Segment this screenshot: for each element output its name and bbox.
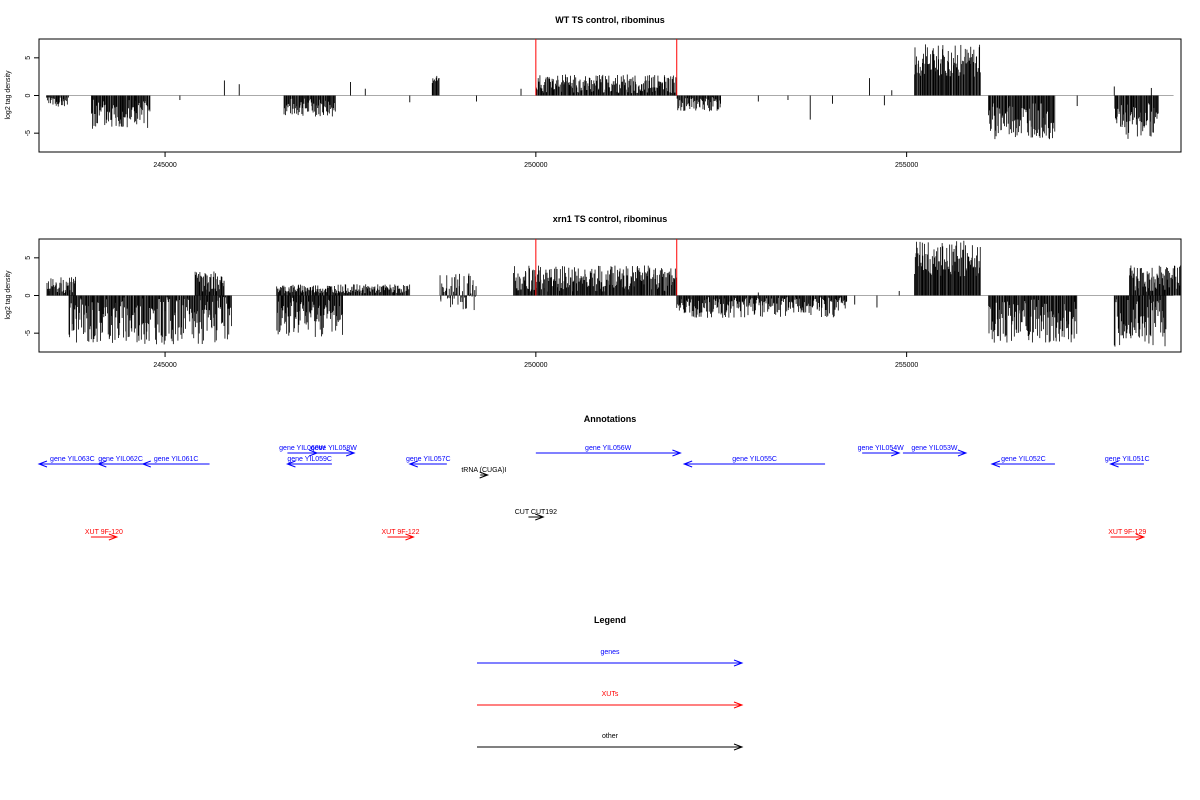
legend-label: other	[602, 733, 619, 740]
y-axis-label: log2 tag density	[5, 270, 12, 320]
panel-wt: WT TS control, ribominus log2 tag densit…	[5, 15, 1182, 169]
arrow-head	[535, 513, 545, 521]
annotation-features: gene YIL063C gene YIL062C gene YIL061C gene…	[37, 445, 1150, 541]
feature-label: gene YIL062C	[98, 456, 143, 463]
annotation-xut: XUT 9F-129	[1108, 529, 1146, 541]
arrow-head	[957, 449, 968, 457]
x-tick-label: 245000	[153, 162, 176, 169]
annotations-title: Annotations	[584, 414, 637, 424]
legend-arrow-head	[733, 701, 744, 709]
feature-label: gene YIL056W	[585, 445, 632, 452]
arrow-head	[408, 460, 418, 468]
arrow-head	[1109, 460, 1119, 468]
feature-label: gene YIL061C	[154, 456, 199, 463]
annotation-gene: gene YIL051C	[1105, 456, 1150, 468]
arrow-head	[891, 449, 901, 457]
feature-label: CUT CUT192	[515, 509, 557, 516]
annotation-gene: gene YIL056W	[535, 445, 682, 457]
annotation-gene: gene YIL059C	[285, 456, 332, 468]
plot-area: 245000 250000 255000 -5 0 5	[25, 39, 1174, 169]
legend-label: XUTs	[602, 691, 619, 698]
feature-label: gene YIL055C	[732, 456, 777, 463]
feature-label: gene YIL051C	[1105, 456, 1150, 463]
annotation-gene: gene YIL062C	[96, 456, 143, 468]
annotation-gene: gene YIL057C	[406, 456, 451, 468]
legend-entry: other	[477, 733, 744, 751]
arrow-head	[672, 449, 682, 457]
arrow-head	[682, 460, 693, 468]
y-tick-label: 0	[25, 293, 32, 297]
x-tick-label: 250000	[524, 162, 547, 169]
legend-label: genes	[600, 649, 620, 656]
arrow-head	[345, 449, 356, 457]
x-tick-label: 245000	[153, 362, 176, 369]
annotation-gene: gene YIL053W	[902, 445, 968, 457]
feature-label: gene YIL052C	[1001, 456, 1046, 463]
annotation-gene: gene YIL052C	[990, 456, 1055, 468]
arrow-head	[285, 460, 296, 468]
annotation-xut: XUT 9F-122	[382, 529, 420, 541]
legend-entries: genes XUTs other	[477, 649, 744, 751]
x-tick-label: 250000	[524, 362, 547, 369]
feature-label: gene YIL063C	[50, 456, 95, 463]
panel-title: xrn1 TS control, ribominus	[553, 214, 668, 224]
y-tick-label: 5	[25, 256, 32, 260]
annotation-gene: gene YIL063C	[37, 456, 106, 468]
arrow-head	[1135, 533, 1146, 541]
x-tick-label: 255000	[895, 362, 918, 369]
feature-label: tRNA (CUGA)I	[461, 467, 506, 474]
arrow-head	[108, 533, 119, 541]
legend-arrow-head	[733, 659, 744, 667]
arrow-head	[37, 460, 48, 468]
annotation-gene: gene YIL055C	[682, 456, 826, 468]
panel-xrn1: xrn1 TS control, ribominus log2 tag dens…	[5, 214, 1182, 369]
feature-label: gene YIL059C	[287, 456, 332, 463]
annotation-gene: gene YIL061C	[141, 456, 210, 468]
arrow-head	[479, 471, 490, 479]
legend-entry: XUTs	[477, 691, 744, 709]
feature-label: XUT 9F-129	[1108, 529, 1146, 536]
arrow-head	[96, 460, 107, 468]
annotation-xut: XUT 9F-120	[85, 529, 123, 541]
legend-entry: genes	[477, 649, 744, 667]
y-axis-label: log2 tag density	[5, 70, 12, 120]
panel-title: WT TS control, ribominus	[555, 15, 665, 25]
annotation-other: tRNA (CUGA)I	[461, 467, 507, 479]
annotation-gene: gene YIL058W	[311, 445, 358, 457]
arrow-head	[405, 533, 415, 541]
annotation-other: CUT CUT192	[515, 509, 557, 521]
feature-label: gene YIL058W	[311, 445, 358, 452]
y-tick-label: -5	[25, 130, 32, 136]
plot-area: 245000 250000 255000 -5 0 5	[25, 239, 1181, 369]
feature-label: gene YIL053W	[911, 445, 958, 452]
legend-title: Legend	[594, 615, 626, 625]
y-tick-label: 5	[25, 56, 32, 60]
x-tick-label: 255000	[895, 162, 918, 169]
feature-label: XUT 9F-122	[382, 529, 420, 536]
legend: Legend genes XUTs other	[477, 615, 744, 751]
annotations-track: Annotations gene YIL063C gene YIL062C gene…	[37, 414, 1150, 541]
legend-arrow-head	[733, 743, 744, 751]
y-tick-label: -5	[25, 330, 32, 336]
arrow-head	[990, 460, 1001, 468]
arrow-head	[141, 460, 151, 468]
feature-label: gene YIL060W	[279, 445, 326, 452]
feature-label: XUT 9F-120	[85, 529, 123, 536]
feature-label: gene YIL054W	[858, 445, 905, 452]
feature-label: gene YIL057C	[406, 456, 451, 463]
annotation-gene: gene YIL054W	[858, 445, 905, 457]
y-tick-label: 0	[25, 93, 32, 97]
